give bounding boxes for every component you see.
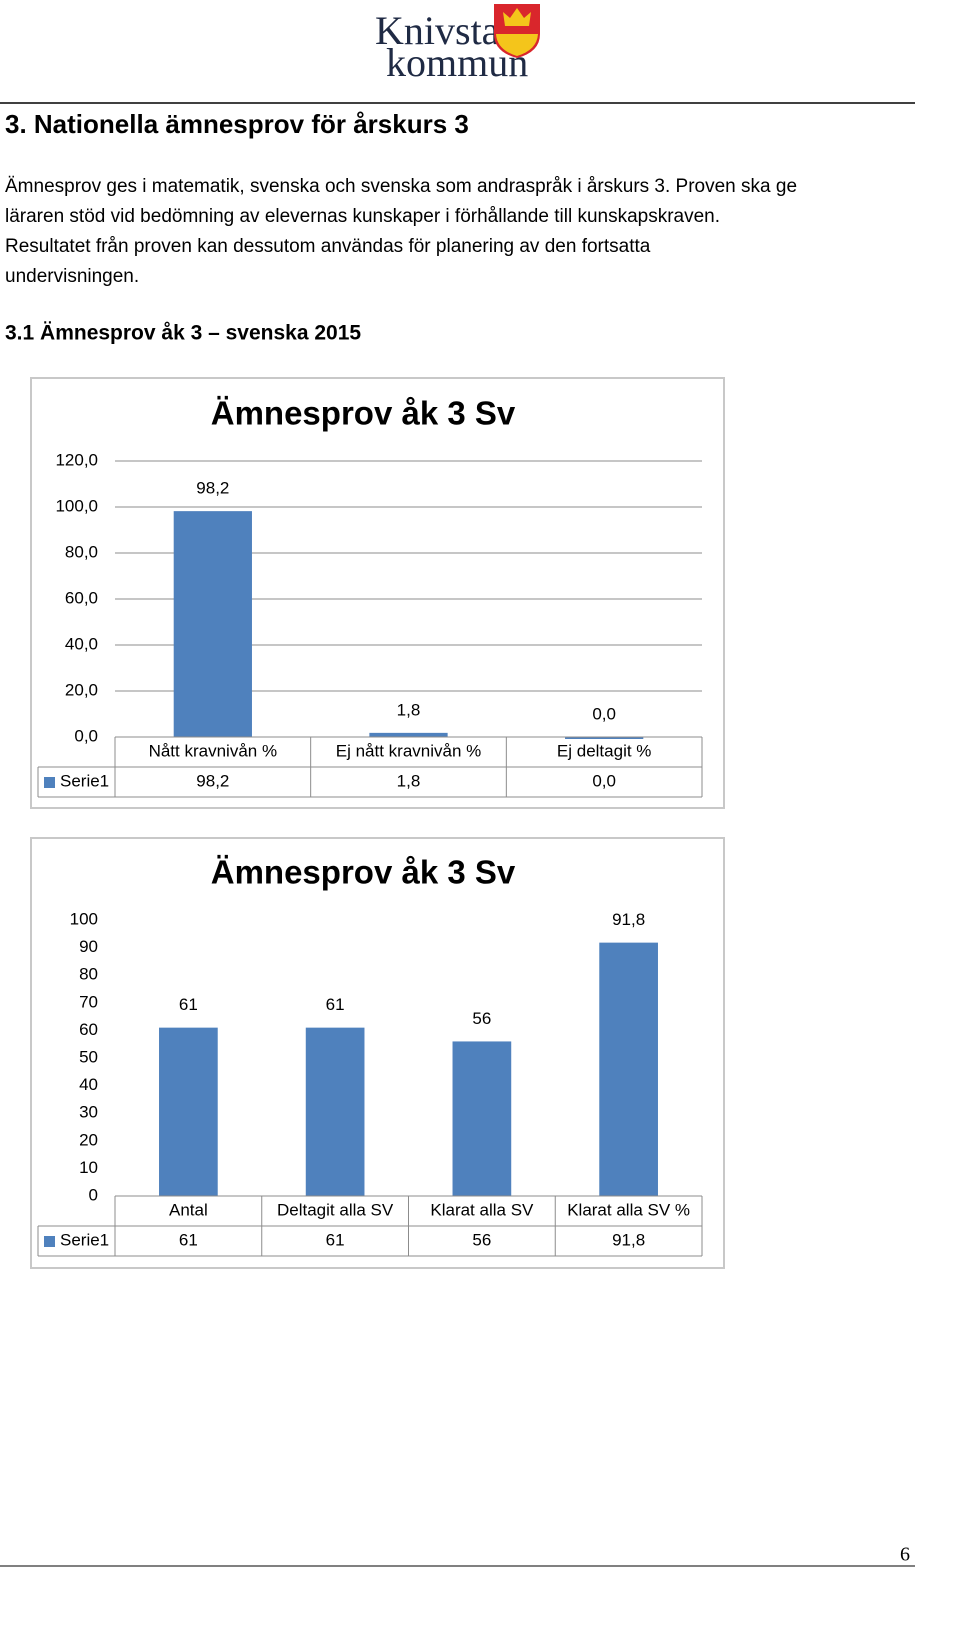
data-label: 91,8 xyxy=(612,910,645,929)
bar xyxy=(369,732,448,737)
y-tick-label: 20 xyxy=(79,1130,98,1149)
table-cell: 61 xyxy=(179,1230,198,1249)
y-tick-label: 80,0 xyxy=(65,542,98,561)
table-cell: 56 xyxy=(472,1230,491,1249)
data-label: 61 xyxy=(179,995,198,1014)
bar xyxy=(565,737,644,739)
y-tick-label: 10 xyxy=(79,1158,98,1177)
data-label: 1,8 xyxy=(397,700,421,719)
paragraph-line: undervisningen. xyxy=(5,266,139,287)
x-tick-label: Klarat alla SV % xyxy=(567,1200,690,1219)
paragraph-line: Resultatet från proven kan dessutom anvä… xyxy=(5,236,651,257)
logo-shield xyxy=(496,34,538,56)
bar xyxy=(452,1041,512,1196)
legend-key xyxy=(44,1236,55,1247)
y-tick-label: 0,0 xyxy=(74,726,98,745)
charts: Ämnesprov åk 3 Sv0,020,040,060,080,0100,… xyxy=(30,377,725,1269)
table-cell: 61 xyxy=(326,1230,345,1249)
x-tick-label: Klarat alla SV xyxy=(430,1200,534,1219)
logo-text: Knivsta xyxy=(375,8,500,53)
y-tick-label: 80 xyxy=(79,965,98,984)
paragraph-line: läraren stöd vid bedömning av elevernas … xyxy=(5,206,720,227)
paragraph: Ämnesprov ges i matematik, svenska och s… xyxy=(5,176,797,287)
data-label: 98,2 xyxy=(196,479,229,498)
chart-title: Ämnesprov åk 3 Sv xyxy=(211,854,516,891)
chart: Ämnesprov åk 3 Sv 0,0 20,0 40,0 60,0 80,0 100,… xyxy=(30,377,725,809)
bar xyxy=(305,1027,365,1196)
bar xyxy=(159,1027,218,1196)
paragraph-line: Ämnesprov ges i matematik, svenska och s… xyxy=(5,176,797,197)
x-tick-label: Ej nått kravnivån % xyxy=(336,741,482,760)
y-tick-label: 20,0 xyxy=(65,680,98,699)
x-tick-label: Deltagit alla SV xyxy=(277,1200,394,1219)
x-tick-label: Nått kravnivån % xyxy=(149,741,278,760)
y-tick-label: 120,0 xyxy=(55,450,98,469)
heading: 3. Nationella ämnesprov för årskurs 3 xyxy=(5,109,469,139)
data-label: 61 xyxy=(326,995,345,1014)
y-tick-label: 60 xyxy=(79,1020,98,1039)
table-cell: 0,0 xyxy=(592,771,616,790)
bar xyxy=(173,511,252,737)
chart-title: Ämnesprov åk 3 Sv xyxy=(211,395,516,432)
legend-label: Serie1 xyxy=(60,771,109,790)
x-tick-label: Ej deltagit % xyxy=(557,741,652,760)
data-label: 0,0 xyxy=(592,704,616,723)
x-tick-label: Antal xyxy=(169,1200,208,1219)
y-tick-label: 60,0 xyxy=(65,588,98,607)
bar xyxy=(599,942,658,1196)
page-number: 6 xyxy=(900,1544,910,1566)
y-tick-label: 40,0 xyxy=(65,634,98,653)
logo: Knivsta kommun xyxy=(375,4,540,85)
y-tick-label: 100,0 xyxy=(55,496,98,515)
data-label: 56 xyxy=(472,1009,491,1028)
y-tick-label: 0 xyxy=(89,1185,98,1204)
subheading: 3.1 Ämnesprov åk 3 – svenska 2015 xyxy=(5,322,361,345)
table-cell: 1,8 xyxy=(397,771,421,790)
table-cell: 98,2 xyxy=(196,771,229,790)
logo-crown xyxy=(503,8,531,26)
y-tick-label: 30 xyxy=(79,1103,98,1122)
y-tick-label: 50 xyxy=(79,1047,98,1066)
y-tick-label: 90 xyxy=(79,937,98,956)
legend-label: Serie1 xyxy=(60,1230,109,1249)
legend-key xyxy=(44,777,55,788)
table-cell: 91,8 xyxy=(612,1230,645,1249)
y-tick-label: 100 xyxy=(70,909,98,928)
chart: Ämnesprov åk 3 Sv 0 10 20 30 40 50 60 70 80 90 100 6… xyxy=(30,837,725,1269)
y-tick-label: 40 xyxy=(79,1075,98,1094)
y-tick-label: 70 xyxy=(79,992,98,1011)
